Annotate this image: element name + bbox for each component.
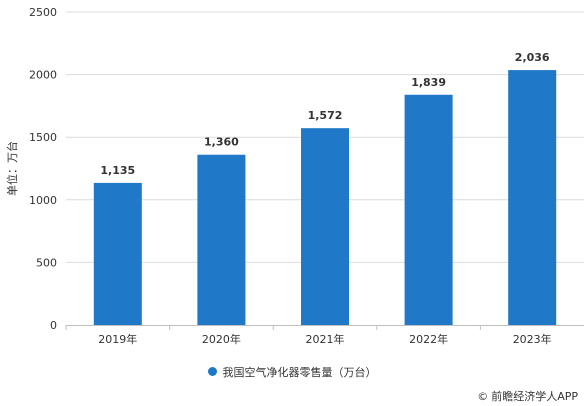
legend-marker xyxy=(207,366,217,376)
y-tick-label: 2500 xyxy=(29,6,57,19)
x-axis-ticks: 2019年 2020年 2021年 2022年 2023年 xyxy=(65,325,552,346)
x-tick-label: 2019年 xyxy=(98,332,137,346)
source-text: 前瞻经济学人APP xyxy=(491,390,578,403)
bar-2021年 xyxy=(301,128,349,325)
y-axis-title: 单位：万台 xyxy=(5,141,19,196)
data-label: 2,036 xyxy=(515,51,550,64)
x-tick-label: 2021年 xyxy=(306,332,345,346)
data-label: 1,839 xyxy=(411,76,446,89)
data-label: 1,360 xyxy=(204,136,239,149)
x-tick-label: 2023年 xyxy=(513,332,552,346)
legend: 我国空气净化器零售量（万台） xyxy=(0,364,584,380)
data-label: 1,135 xyxy=(100,164,135,177)
y-tick-label: 1000 xyxy=(29,194,57,207)
y-tick-label: 0 xyxy=(50,319,57,332)
x-tick-label: 2020年 xyxy=(202,332,241,346)
x-tick-label: 2022年 xyxy=(409,332,448,346)
bar-2019年 xyxy=(93,182,142,325)
data-label: 1,572 xyxy=(308,109,343,122)
y-tick-label: 500 xyxy=(36,256,57,269)
bar-2020年 xyxy=(197,154,246,325)
bar-2022年 xyxy=(404,94,453,325)
y-tick-label: 2000 xyxy=(29,69,57,82)
y-axis-ticks: 0 500 1000 1500 2000 2500 xyxy=(29,6,57,332)
copyright-icon: © xyxy=(477,390,489,403)
source-credit: © 前瞻经济学人APP xyxy=(477,388,578,404)
bars xyxy=(93,70,557,325)
legend-label: 我国空气净化器零售量（万台） xyxy=(222,366,377,379)
y-tick-label: 1500 xyxy=(29,131,57,144)
bar-2023年 xyxy=(508,70,557,325)
data-labels: 1,135 1,360 1,572 1,839 2,036 xyxy=(100,51,550,177)
